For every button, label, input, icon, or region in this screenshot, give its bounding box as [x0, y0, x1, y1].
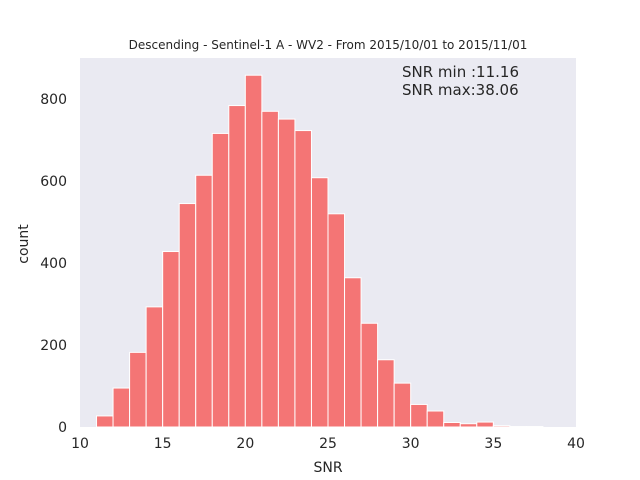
x-axis-ticks: 10 15 20 25 30 35 40	[71, 436, 585, 452]
x-tick-label: 25	[319, 436, 337, 452]
histogram-bar-15	[344, 277, 362, 428]
histogram-bar-17	[377, 359, 395, 428]
histogram-bar-23	[476, 421, 494, 428]
histogram-bar-21	[443, 421, 461, 428]
histogram-bar-20	[426, 410, 445, 428]
y-tick-label: 400	[40, 256, 67, 272]
histogram-bar-10	[261, 110, 279, 428]
histogram-bar-7	[211, 132, 230, 428]
histogram-bar-13	[310, 177, 329, 428]
x-axis-label: SNR	[313, 460, 342, 476]
histogram-bar-2	[129, 351, 147, 428]
histogram-bar-18	[393, 382, 412, 428]
histogram-bar-24	[492, 425, 511, 428]
histogram-bar-19	[410, 403, 428, 428]
x-tick-label: 15	[154, 436, 172, 452]
histogram-bar-6	[195, 174, 213, 428]
snr-max-annotation: SNR max:38.06	[402, 81, 519, 99]
histogram-bar-16	[360, 322, 379, 428]
bars-group	[96, 74, 544, 428]
histogram-bar-8	[228, 105, 246, 428]
x-tick-label: 40	[567, 436, 585, 452]
histogram-bar-22	[459, 423, 478, 428]
histogram-bar-14	[327, 213, 346, 428]
y-tick-label: 0	[58, 420, 67, 436]
histogram-bar-3	[145, 306, 164, 428]
histogram-bar-0	[96, 415, 114, 428]
histogram-bar-5	[178, 203, 197, 428]
histogram-bar-11	[277, 118, 296, 428]
x-tick-label: 10	[71, 436, 89, 452]
histogram-bar-12	[294, 130, 312, 428]
histogram-bar-9	[244, 74, 263, 428]
y-axis-ticks: 0 200 400 600 800	[40, 92, 67, 436]
chart-title: Descending - Sentinel-1 A - WV2 - From 2…	[129, 38, 528, 52]
y-tick-label: 200	[40, 338, 67, 354]
y-tick-label: 600	[40, 174, 67, 190]
y-axis-label: count	[16, 224, 32, 264]
histogram-bar-1	[112, 387, 131, 428]
x-tick-label: 30	[402, 436, 420, 452]
histogram-bar-4	[162, 251, 180, 428]
x-tick-label: 35	[484, 436, 502, 452]
x-tick-label: 20	[236, 436, 254, 452]
y-tick-label: 800	[40, 92, 67, 108]
snr-min-annotation: SNR min :11.16	[402, 63, 519, 81]
